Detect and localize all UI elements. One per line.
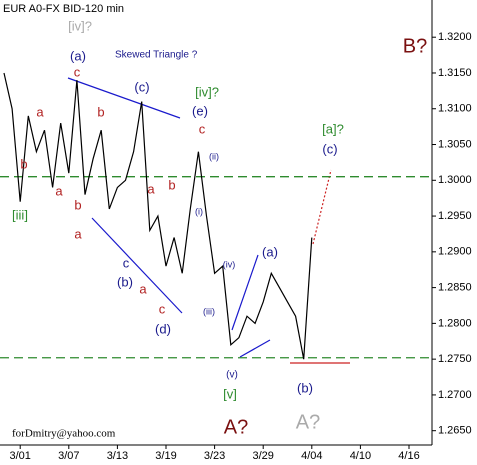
annotation: [v] bbox=[223, 386, 237, 401]
annotation: (v) bbox=[226, 370, 238, 381]
annotation: (b) bbox=[117, 274, 133, 289]
x-tick-label: 3/01 bbox=[9, 450, 30, 462]
annotation: (b) bbox=[297, 380, 313, 395]
annotation: b bbox=[97, 104, 104, 119]
y-tick-label: 1.2750 bbox=[438, 353, 472, 365]
annotation: (iii) bbox=[203, 306, 215, 316]
annotation: [iv]? bbox=[68, 18, 92, 33]
y-tick-label: 1.2650 bbox=[438, 425, 472, 437]
annotation: c bbox=[123, 255, 130, 270]
y-tick-label: 1.2700 bbox=[438, 389, 472, 401]
y-tick-label: 1.3050 bbox=[438, 138, 472, 150]
annotation: (a) bbox=[262, 244, 278, 259]
annotation: (a) bbox=[70, 48, 86, 63]
annotation: a bbox=[74, 226, 82, 241]
y-tick-label: 1.3200 bbox=[438, 31, 472, 43]
y-tick-label: 1.3150 bbox=[438, 67, 472, 79]
y-tick-label: 1.2850 bbox=[438, 282, 472, 294]
annotation: A? bbox=[224, 416, 248, 438]
y-tick-label: 1.3000 bbox=[438, 174, 472, 186]
annotation: B? bbox=[403, 35, 427, 57]
annotations: [iv]? (a) c (c) Skewed Triangle ? [iv]? … bbox=[12, 18, 427, 438]
annotation: b bbox=[74, 197, 81, 212]
x-tick-label: 3/23 bbox=[204, 450, 225, 462]
annotation: [iv]? bbox=[195, 84, 219, 99]
annotation: a bbox=[139, 281, 147, 296]
annotation: A? bbox=[296, 411, 320, 433]
annotation: c bbox=[159, 301, 166, 316]
x-tick-label: 4/16 bbox=[398, 450, 419, 462]
annotation: (e) bbox=[192, 103, 208, 118]
x-tick-label: 4/10 bbox=[350, 450, 371, 462]
trend-lines bbox=[67, 77, 350, 364]
annotation: [a]? bbox=[322, 121, 344, 136]
annotation: (d) bbox=[155, 321, 171, 336]
y-tick-label: 1.2950 bbox=[438, 210, 472, 222]
x-tick-label: 4/04 bbox=[301, 450, 322, 462]
annotation: b bbox=[20, 156, 27, 171]
annotation: Skewed Triangle ? bbox=[115, 50, 198, 61]
price-line bbox=[3, 72, 313, 360]
annotation: c bbox=[199, 121, 206, 136]
x-tick-label: 3/13 bbox=[107, 450, 128, 462]
annotation: a bbox=[36, 104, 44, 119]
annotation: a bbox=[55, 183, 63, 198]
y-tick-label: 1.2900 bbox=[438, 246, 472, 258]
annotation: (i) bbox=[195, 206, 203, 216]
annotation: [iii] bbox=[12, 207, 28, 222]
y-tick-label: 1.2800 bbox=[438, 317, 472, 329]
x-tick-label: 3/19 bbox=[155, 450, 176, 462]
x-tick-label: 3/07 bbox=[58, 450, 79, 462]
y-tick-label: 1.3100 bbox=[438, 103, 472, 115]
chart-title: EUR A0-FX BID-120 min bbox=[3, 3, 124, 15]
annotation: (iv) bbox=[223, 259, 236, 269]
annotation: a bbox=[147, 181, 155, 196]
annotation: (ii) bbox=[209, 151, 219, 161]
annotation: (c) bbox=[322, 141, 337, 156]
annotation: (c) bbox=[134, 79, 149, 94]
x-tick-label: 3/29 bbox=[252, 450, 273, 462]
annotation: c bbox=[74, 64, 81, 79]
footer: forDmitry@yahoo.com bbox=[12, 428, 116, 440]
annotation: b bbox=[168, 177, 175, 192]
